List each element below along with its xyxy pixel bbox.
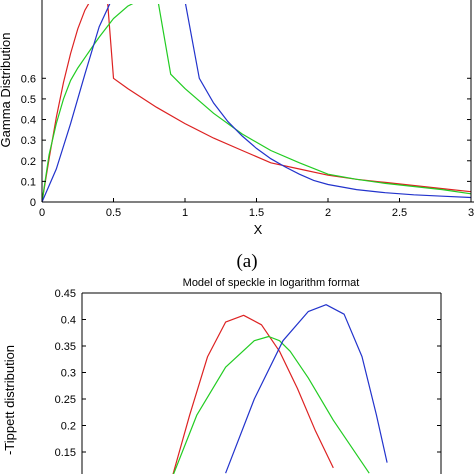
chart-a-series-line-2 [41, 0, 472, 203]
chart-b-y-tick-label: 0.35 [55, 341, 76, 353]
chart-b-y-tick-label: 0.15 [55, 447, 76, 459]
chart-b: Model of speckle in logarithm format 0.1… [2, 277, 442, 474]
chart-b-series-line-1 [172, 335, 370, 474]
chart-a-x-tick-label: 0.5 [106, 207, 121, 219]
chart-a-y-tick-label: 0.5 [21, 94, 36, 106]
chart-a-series [41, 0, 472, 203]
chart-a-xlabel: X [254, 222, 263, 237]
chart-b-y-ticks: 0.15 0.2 0.25 0.3 0.35 0.4 0.45 [55, 288, 441, 459]
chart-a-series-line-0 [41, 0, 472, 203]
chart-b-y-tick-label: 0.3 [61, 368, 76, 380]
chart-a-y-ticks: 0 0.1 0.2 0.3 0.4 0.5 0.6 [21, 73, 471, 209]
chart-b-ylabel: -Tippett distribution [2, 345, 17, 455]
chart-b-series [172, 304, 388, 474]
chart-b-y-tick-label: 0.2 [61, 421, 76, 433]
chart-b-title: Model of speckle in logarithm format [183, 277, 360, 289]
chart-a-y-tick-label: 0.6 [21, 73, 36, 85]
chart-a-y-tick-label: 0.4 [21, 115, 36, 127]
chart-b-series-line-0 [172, 314, 334, 474]
chart-a-x-tick-label: 3 [468, 207, 474, 219]
chart-a: 0 0.5 1 1.5 2 2.5 3 0 0.1 0.2 0.3 0.4 0.5 0.6 X Gamm… [0, 0, 474, 272]
chart-b-series-line-2 [225, 304, 388, 474]
chart-a-y-tick-label: 0.2 [21, 156, 36, 168]
chart-a-x-tick-label: 1.5 [249, 207, 264, 219]
chart-a-x-tick-label: 1 [182, 207, 188, 219]
chart-a-x-tick-label: 2.5 [392, 207, 407, 219]
chart-a-caption: (a) [236, 251, 257, 272]
chart-b-y-tick-label: 0.4 [61, 315, 76, 327]
chart-a-x-ticks: 0 0.5 1 1.5 2 2.5 3 [39, 198, 474, 219]
chart-a-ylabel: Gamma Distribution [0, 33, 13, 148]
chart-a-y-tick-label: 0.3 [21, 135, 36, 147]
chart-a-y-tick-label: 0.1 [21, 176, 36, 188]
chart-b-y-tick-label: 0.45 [55, 288, 76, 300]
chart-a-x-tick-label: 2 [325, 207, 331, 219]
chart-a-y-tick-label: 0 [30, 197, 36, 209]
chart-b-y-tick-label: 0.25 [55, 394, 76, 406]
chart-a-x-tick-label: 0 [39, 207, 45, 219]
chart-a-series-line-1 [41, 0, 472, 203]
